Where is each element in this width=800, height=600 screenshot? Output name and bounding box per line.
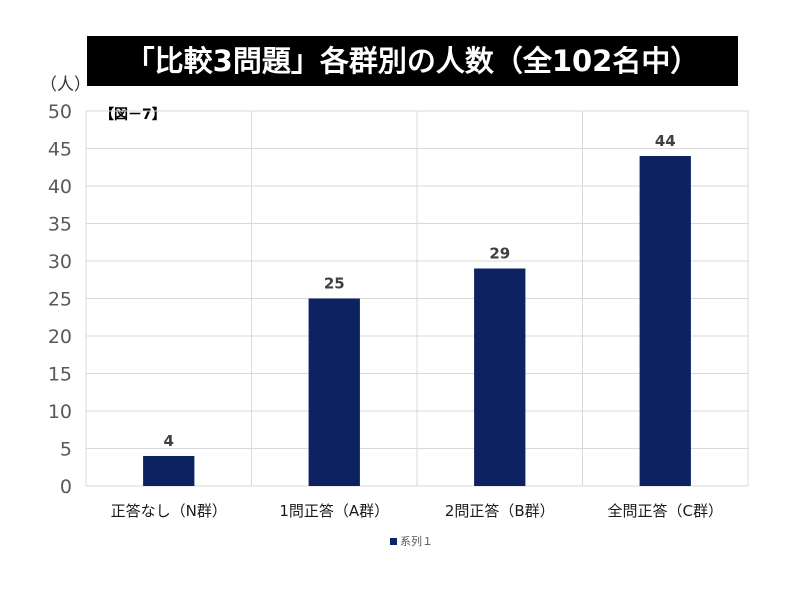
data-label: 25	[324, 275, 345, 293]
title-banner	[87, 36, 738, 86]
data-label: 44	[655, 132, 676, 150]
data-label: 29	[489, 245, 510, 263]
y-tick-label: 50	[48, 101, 72, 123]
y-tick-label: 5	[60, 439, 72, 461]
y-tick-label: 10	[48, 401, 72, 423]
y-tick-label: 30	[48, 251, 72, 273]
y-tick-label: 40	[48, 176, 72, 198]
bar	[474, 268, 526, 486]
legend-label: 系列１	[400, 534, 433, 548]
x-category-label: 全問正答（C群）	[608, 502, 723, 520]
x-category-label: 2問正答（B群）	[445, 502, 555, 520]
bar	[143, 456, 195, 486]
y-tick-label: 20	[48, 326, 72, 348]
x-category-label: 1問正答（A群）	[279, 502, 389, 520]
chart-title: 「比較3問題」各群別の人数（全102名中）	[125, 44, 700, 78]
data-label: 4	[164, 432, 174, 450]
legend-swatch	[390, 538, 397, 545]
y-tick-label: 0	[60, 476, 72, 498]
y-axis-unit-label: （人）	[40, 75, 91, 95]
y-tick-label: 35	[48, 214, 72, 236]
y-tick-label: 15	[48, 364, 72, 386]
y-tick-label: 25	[48, 289, 72, 311]
bar	[639, 156, 691, 486]
y-tick-label: 45	[48, 139, 72, 161]
bar	[308, 298, 360, 486]
x-category-label: 正答なし（N群）	[111, 502, 227, 520]
